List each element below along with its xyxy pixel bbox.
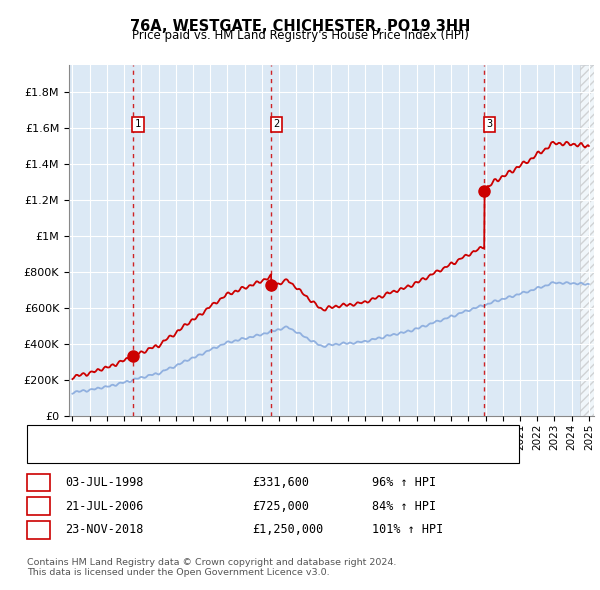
- Text: 2: 2: [274, 119, 280, 129]
- Text: Contains HM Land Registry data © Crown copyright and database right 2024.
This d: Contains HM Land Registry data © Crown c…: [27, 558, 397, 577]
- Text: 76A, WESTGATE, CHICHESTER, PO19 3HH: 76A, WESTGATE, CHICHESTER, PO19 3HH: [130, 19, 470, 34]
- Text: 21-JUL-2006: 21-JUL-2006: [65, 500, 143, 513]
- Text: HPI: Average price, detached house, Chichester: HPI: Average price, detached house, Chic…: [72, 447, 383, 457]
- Bar: [580, 65, 600, 416]
- Text: 1: 1: [35, 476, 42, 489]
- Text: 76A, WESTGATE, CHICHESTER, PO19 3HH (detached house): 76A, WESTGATE, CHICHESTER, PO19 3HH (det…: [72, 431, 423, 441]
- Text: 101% ↑ HPI: 101% ↑ HPI: [372, 523, 443, 536]
- Text: 3: 3: [486, 119, 493, 129]
- Text: 23-NOV-2018: 23-NOV-2018: [65, 523, 143, 536]
- Text: 2: 2: [35, 500, 42, 513]
- Text: 96% ↑ HPI: 96% ↑ HPI: [372, 476, 436, 489]
- Text: £1,250,000: £1,250,000: [252, 523, 323, 536]
- Text: 03-JUL-1998: 03-JUL-1998: [65, 476, 143, 489]
- Text: 1: 1: [135, 119, 141, 129]
- Text: 3: 3: [35, 523, 42, 536]
- Text: £725,000: £725,000: [252, 500, 309, 513]
- Text: £331,600: £331,600: [252, 476, 309, 489]
- Text: 84% ↑ HPI: 84% ↑ HPI: [372, 500, 436, 513]
- Text: Price paid vs. HM Land Registry's House Price Index (HPI): Price paid vs. HM Land Registry's House …: [131, 30, 469, 42]
